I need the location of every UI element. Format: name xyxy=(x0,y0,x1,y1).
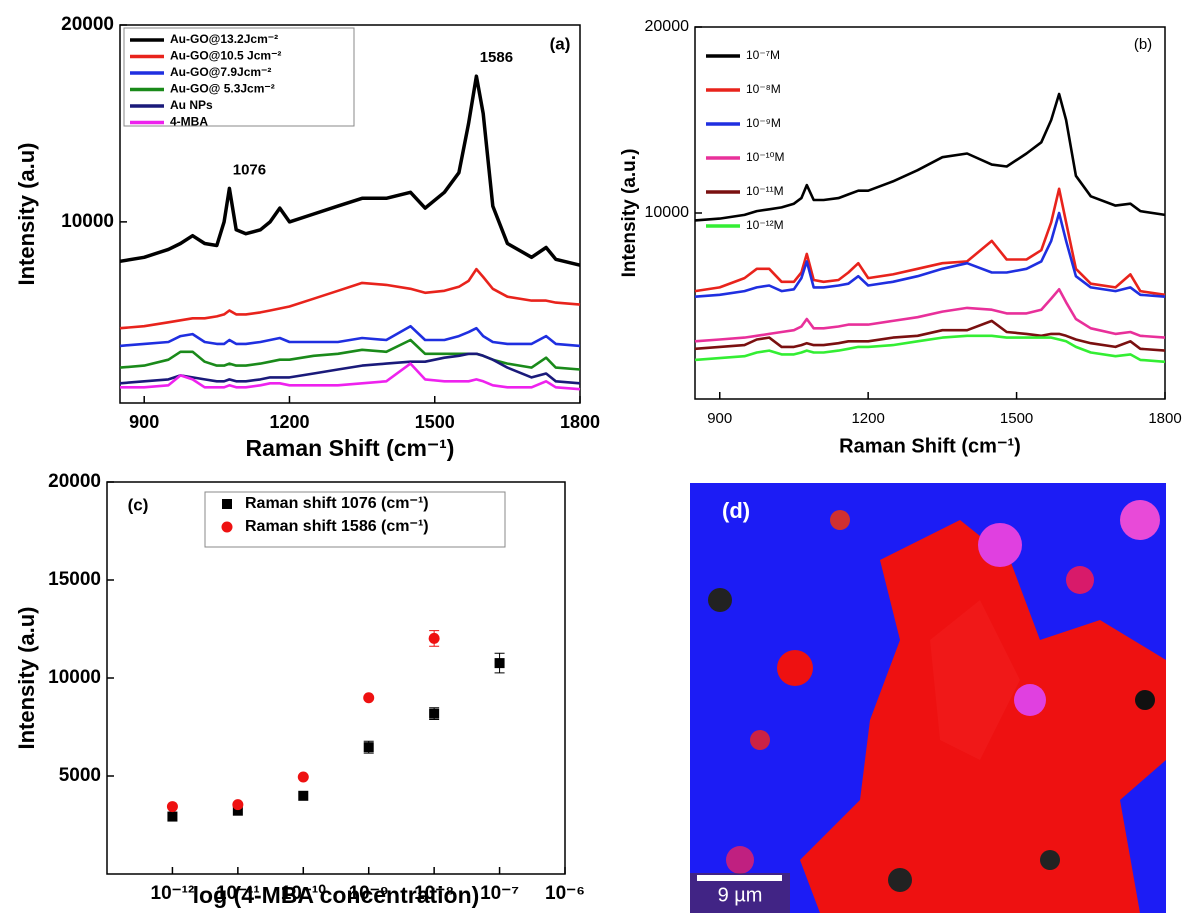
x-axis-label: Raman Shift (cm⁻¹) xyxy=(246,435,455,461)
x-axis-label: Raman Shift (cm⁻¹) xyxy=(839,435,1021,457)
y-tick-label: 15000 xyxy=(48,569,101,590)
panel-label: (a) xyxy=(550,34,571,53)
legend-box xyxy=(123,27,355,127)
legend-label: Raman shift 1586 (cm⁻¹) xyxy=(245,518,429,535)
legend-label: Au NPs xyxy=(170,98,213,112)
point xyxy=(297,771,309,783)
point xyxy=(298,790,309,801)
legend-label: 10⁻¹⁰M xyxy=(746,150,784,164)
legend-label: 10⁻¹¹M xyxy=(746,184,784,198)
plot-frame xyxy=(119,24,581,404)
y-tick-label: 5000 xyxy=(59,765,101,786)
point xyxy=(222,499,232,509)
y-tick-label: 20000 xyxy=(48,471,101,492)
y-tick-label: 10000 xyxy=(61,211,114,232)
panel-label: (d) xyxy=(722,498,750,523)
legend-label: 10⁻⁹M xyxy=(746,116,781,130)
x-tick-label: 1200 xyxy=(851,410,884,427)
series-line xyxy=(694,211,1166,298)
y-tick-label: 20000 xyxy=(61,14,114,35)
point xyxy=(363,692,375,704)
x-tick-label: 1200 xyxy=(269,412,309,432)
series-line xyxy=(694,187,1166,297)
legend-label: Au-GO@ 5.3Jcm⁻² xyxy=(170,82,275,96)
point xyxy=(232,805,243,816)
y-axis-label: Intensity (a.u.) xyxy=(619,149,640,278)
x-tick-label: 10⁻⁸ xyxy=(414,883,454,904)
x-tick-label: 1500 xyxy=(415,412,455,432)
point xyxy=(429,708,440,719)
x-axis-label: log (4-MBA concentration) xyxy=(193,882,480,908)
legend-box xyxy=(204,491,506,548)
x-tick-label: 1800 xyxy=(560,412,600,432)
x-tick-label: 10⁻⁹ xyxy=(349,883,389,904)
x-tick-label: 10⁻¹² xyxy=(151,883,195,904)
y-axis-label: Intensity (a.u) xyxy=(14,142,39,285)
series-line xyxy=(694,334,1166,364)
point xyxy=(494,658,505,669)
series-line xyxy=(119,352,581,385)
panel-label: (b) xyxy=(1134,36,1152,53)
legend-label: Au-GO@13.2Jcm⁻² xyxy=(170,32,278,46)
legend-label: 10⁻¹²M xyxy=(746,218,784,232)
point xyxy=(166,801,178,813)
point xyxy=(232,799,244,811)
x-tick-label: 900 xyxy=(707,410,732,427)
y-tick-label: 10000 xyxy=(48,667,101,688)
x-tick-label: 10⁻⁷ xyxy=(480,883,519,904)
legend-label: 4-MBA xyxy=(170,115,208,129)
point xyxy=(363,742,374,753)
panel-label: (c) xyxy=(128,495,149,514)
x-tick-label: 10⁻¹¹ xyxy=(216,883,260,904)
x-tick-label: 10⁻¹⁰ xyxy=(281,883,326,904)
series-line xyxy=(119,74,581,267)
scale-label: 9 µm xyxy=(718,884,763,906)
point xyxy=(221,521,233,533)
raman-map xyxy=(690,483,1166,913)
x-tick-label: 1500 xyxy=(1000,410,1033,427)
annotation: 1076 xyxy=(233,161,266,178)
series-line xyxy=(694,319,1166,352)
point xyxy=(428,632,440,644)
legend-label: Au-GO@10.5 Jcm⁻² xyxy=(170,49,281,63)
x-tick-label: 1800 xyxy=(1148,410,1181,427)
series-line xyxy=(694,92,1166,222)
legend-label: 10⁻⁷M xyxy=(746,48,780,62)
series-line xyxy=(120,362,581,391)
series-line xyxy=(119,267,581,330)
annotation: 1586 xyxy=(480,49,513,66)
x-tick-label: 900 xyxy=(129,412,159,432)
point xyxy=(167,811,178,822)
series-line xyxy=(694,288,1166,343)
legend-label: Raman shift 1076 (cm⁻¹) xyxy=(245,495,429,512)
legend-label: 10⁻⁸M xyxy=(746,82,781,96)
x-tick-label: 10⁻⁶ xyxy=(545,883,585,904)
y-tick-label: 20000 xyxy=(645,18,690,35)
series-line xyxy=(119,324,581,348)
legend-label: Au-GO@7.9Jcm⁻² xyxy=(170,65,271,79)
y-axis-label: Intensity (a.u) xyxy=(14,606,39,749)
y-tick-label: 10000 xyxy=(645,204,690,221)
